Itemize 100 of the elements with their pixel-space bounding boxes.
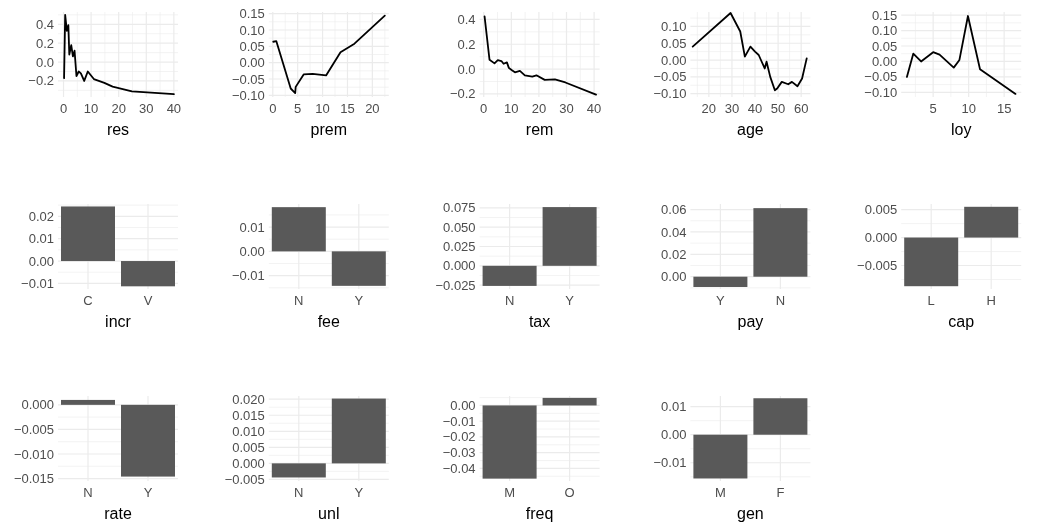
y-tick-label: 0.05 [871,38,898,54]
x-axis-title: gen [737,505,764,522]
y-tick-label: 0.15 [239,6,265,22]
y-tick-label: 0.0 [457,61,476,77]
y-tick-label: 0.00 [661,269,687,285]
x-tick-label: N [504,293,515,308]
y-tick-label: 0.2 [35,35,54,51]
x-tick-label: 40 [586,101,602,116]
x-tick-label: 20 [531,101,547,116]
x-axis-title: rem [525,121,554,138]
y-tick-label: 0.00 [450,397,476,413]
x-axis-title: res [106,121,130,138]
line-series [483,15,597,96]
y-tick-label: 0.015 [232,407,265,423]
y-tick-label: 0.05 [661,35,687,51]
x-tick-label: V [143,293,153,308]
x-tick-label: Y [143,485,153,500]
y-tick-label: −0.05 [653,69,687,85]
x-tick-label: C [83,293,93,308]
y-tick-label: 0.02 [661,246,687,262]
x-tick-label: 30 [139,101,154,116]
x-tick-label: 50 [770,101,786,116]
x-tick-label: Y [565,293,575,308]
y-tick-label: 0.15 [871,7,898,23]
y-tick-label: 0.050 [443,219,476,235]
x-axis-title: fee [317,313,341,330]
x-tick-label: 10 [961,101,976,116]
y-tick-label: −0.015 [13,471,54,487]
y-tick-label: 0.04 [661,224,687,240]
y-tick-label: 0.06 [661,202,687,218]
y-tick-label: −0.10 [653,86,687,102]
x-tick-label: 15 [996,101,1012,116]
y-tick-label: −0.05 [231,71,265,87]
y-tick-label: 0.10 [871,23,898,39]
x-tick-label: 10 [504,101,519,116]
y-tick-label: 0.000 [21,397,54,413]
x-axis-title: prem [310,121,348,138]
y-tick-label: −0.04 [442,460,476,476]
y-tick-label: 0.00 [871,54,898,69]
y-tick-label: 0.005 [864,202,898,218]
y-tick-label: 0.4 [35,16,54,32]
x-tick-label: O [564,485,575,500]
y-tick-label: −0.005 [13,421,54,437]
y-tick-label: −0.025 [435,277,476,293]
y-tick-label: −0.010 [13,446,54,462]
x-tick-label: N [294,485,304,500]
x-axis-title: freq [525,505,554,522]
x-axis-title: incr [105,313,132,330]
y-tick-label: 0.2 [457,36,476,52]
x-tick-label: 0 [480,101,488,116]
y-tick-label: 0.4 [457,12,476,27]
x-axis-title: unl [318,505,340,522]
x-axis-title: cap [948,313,975,330]
x-tick-label: 0 [59,101,68,116]
x-tick-label: 60 [793,101,809,116]
x-tick-label: N [83,485,93,500]
y-tick-label: 0.025 [443,239,476,255]
x-tick-label: H [986,293,996,308]
x-axis-title: pay [737,313,764,330]
y-tick-label: −0.03 [442,445,476,461]
x-tick-label: Y [354,485,364,500]
x-tick-label: 10 [315,101,330,116]
y-tick-label: 0.000 [443,258,476,274]
x-tick-label: 40 [747,101,763,116]
y-tick-label: 0.00 [661,427,687,443]
x-axis-title: age [737,121,764,138]
y-tick-label: −0.005 [224,471,265,487]
y-tick-label: 0.02 [28,208,54,224]
y-tick-label: 0.01 [661,399,687,415]
y-tick-label: 0.10 [239,22,265,38]
x-tick-label: M [504,485,516,500]
y-tick-label: −0.2 [28,73,54,89]
x-tick-label: N [294,293,304,308]
x-axis-title: tax [528,313,551,330]
y-tick-label: 0.00 [661,52,687,68]
x-tick-label: 15 [340,101,355,116]
y-tick-label: −0.2 [449,86,476,102]
y-tick-label: −0.01 [653,455,687,471]
x-tick-label: L [927,293,935,308]
y-tick-label: 0.05 [239,38,265,54]
y-tick-label: 0.00 [28,253,54,269]
y-tick-label: 0.075 [443,200,476,216]
x-tick-label: 40 [166,101,182,116]
y-tick-label: −0.01 [231,268,265,284]
y-tick-label: 0.10 [661,19,687,34]
x-tick-label: M [714,485,726,500]
line-series [905,15,1017,95]
y-tick-label: 0.010 [232,423,265,439]
x-axis-title: rate [104,505,132,522]
y-tick-label: 0.000 [864,230,898,246]
x-tick-label: 20 [365,101,380,116]
x-tick-label: F [776,485,785,500]
x-tick-label: Y [716,293,726,308]
x-axis-title: loy [950,121,972,138]
x-tick-label: 20 [111,101,126,116]
y-tick-label: −0.005 [857,258,898,274]
line-series [272,14,386,94]
x-tick-label: 10 [83,101,99,116]
y-tick-label: 0.020 [232,391,265,407]
y-tick-label: 0.000 [232,455,265,471]
